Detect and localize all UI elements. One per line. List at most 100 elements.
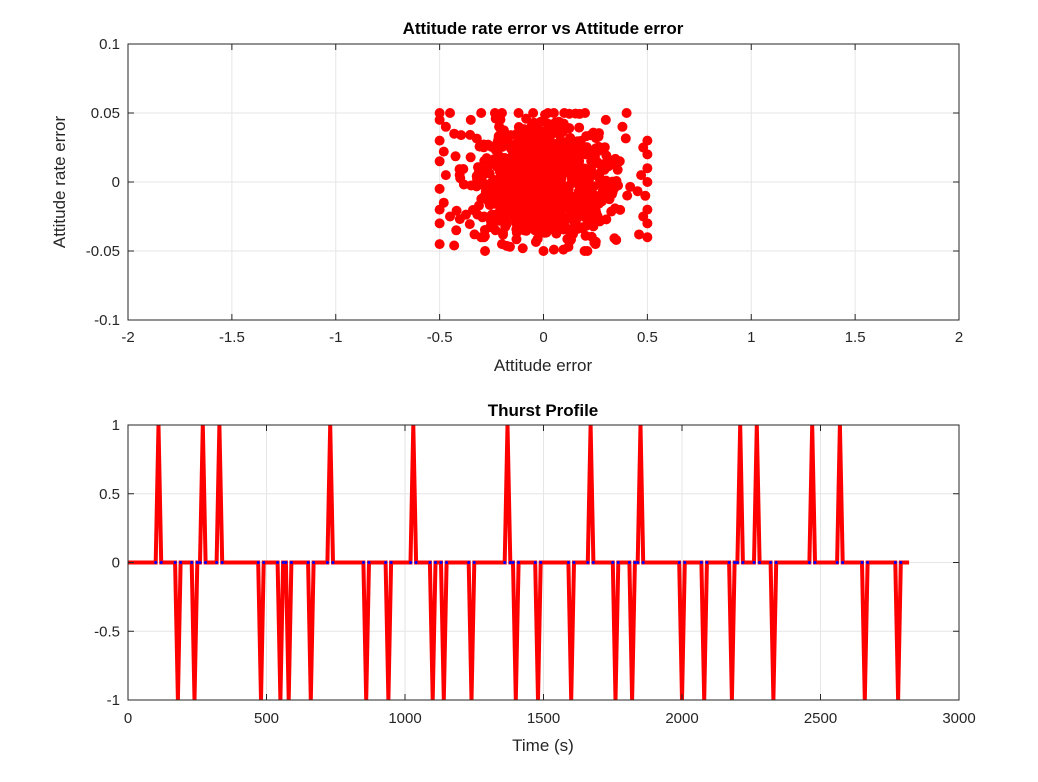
scatter-y-tick-label: 0.1 [99, 36, 120, 53]
scatter-point [570, 108, 581, 119]
scatter-point [465, 152, 476, 163]
scatter-point [530, 177, 541, 188]
scatter-point [553, 191, 564, 202]
scatter-point [582, 164, 593, 175]
thrust-sample-marker [866, 561, 870, 564]
thrust-x-tick-label: 0 [124, 710, 132, 727]
thrust-y-tick-label: 0 [112, 555, 120, 572]
scatter-point [642, 232, 653, 243]
scatter-point [451, 225, 462, 236]
scatter-y-tick-label: 0.05 [91, 105, 120, 122]
scatter-x-tick-label: -1 [329, 329, 342, 346]
scatter-point [542, 133, 553, 144]
scatter-point [573, 155, 584, 166]
scatter-point [489, 108, 500, 118]
scatter-point [472, 162, 483, 173]
scatter-y-tick-label: 0 [112, 174, 120, 191]
thrust-sample-marker [677, 561, 681, 564]
scatter-x-tick-label: 2 [955, 329, 963, 346]
thrust-sample-marker [198, 561, 202, 564]
thrust-y-tick-label: -0.5 [94, 623, 120, 640]
scatter-point [445, 108, 456, 118]
scatter-point [529, 187, 540, 198]
scatter-point [516, 161, 527, 172]
scatter-point [535, 170, 546, 181]
scatter-point [465, 129, 476, 140]
scatter-point [622, 190, 633, 201]
thrust-sample-marker [636, 561, 640, 564]
scatter-point [434, 204, 445, 215]
scatter-point [571, 136, 582, 147]
scatter-point [473, 200, 484, 211]
scatter-point [596, 175, 607, 186]
thrust-sample-marker [860, 561, 864, 564]
thrust-sample-marker [159, 561, 163, 564]
scatter-point [642, 218, 653, 229]
thrust-sample-marker [384, 561, 388, 564]
scatter-point [504, 241, 515, 252]
scatter-point [502, 169, 513, 180]
thrust-sample-marker [433, 561, 437, 564]
scatter-point [642, 163, 653, 174]
scatter-point [508, 187, 519, 198]
scatter-point [515, 177, 526, 188]
scatter-point [456, 130, 467, 141]
scatter-point [592, 211, 603, 222]
scatter-point [536, 156, 547, 167]
scatter-point [440, 121, 451, 132]
scatter-point [592, 156, 603, 167]
scatter-point [497, 227, 508, 238]
scatter-point [609, 233, 620, 244]
scatter-y-tick-label: -0.05 [86, 243, 120, 260]
scatter-point [547, 123, 558, 134]
thrust-sample-marker [508, 561, 512, 564]
scatter-point [477, 170, 488, 181]
scatter-point [440, 170, 451, 181]
scatter-point [490, 144, 501, 155]
thrust-sample-marker [220, 561, 224, 564]
scatter-title: Attitude rate error vs Attitude error [403, 19, 684, 38]
thrust-sample-marker [262, 561, 266, 564]
thrust-sample-marker [641, 561, 645, 564]
scatter-point [542, 149, 553, 160]
scatter-point [517, 243, 528, 254]
scatter-x-tick-label: 1.5 [845, 329, 866, 346]
thrust-sample-marker [281, 561, 285, 564]
scatter-point [583, 210, 594, 221]
scatter-point [610, 203, 621, 214]
thrust-sample-marker [154, 561, 158, 564]
scatter-point [434, 239, 445, 250]
scatter-point [450, 151, 461, 162]
thrust-sample-marker [627, 561, 631, 564]
thrust-sample-marker [813, 561, 817, 564]
thrust-sample-marker [533, 561, 537, 564]
thrust-sample-marker [774, 561, 778, 564]
scatter-point [640, 190, 651, 201]
thrust-x-tick-label: 2000 [665, 710, 698, 727]
thrust-sample-marker [284, 561, 288, 564]
thrust-sample-marker [331, 561, 335, 564]
thrust-sample-marker [325, 561, 329, 564]
scatter-point [438, 146, 449, 157]
scatter-point [555, 127, 566, 138]
scatter-point [526, 220, 537, 231]
scatter-point [494, 121, 505, 132]
thrust-x-tick-label: 1000 [388, 710, 421, 727]
scatter-point [469, 229, 480, 240]
scatter-point [530, 236, 541, 247]
thrust-sample-marker [367, 561, 371, 564]
thrust-sample-marker [841, 561, 845, 564]
thrust-y-tick-label: 0.5 [99, 486, 120, 503]
thrust-sample-marker [256, 561, 260, 564]
thrust-x-tick-label: 3000 [942, 710, 975, 727]
scatter-x-label: Attitude error [494, 356, 593, 375]
scatter-point [580, 149, 591, 160]
scatter-point [506, 203, 517, 214]
scatter-point [564, 224, 575, 235]
scatter-point [642, 149, 653, 160]
thrust-sample-marker [727, 561, 731, 564]
thrust-y-tick-label: 1 [112, 417, 120, 434]
thrust-sample-marker [752, 561, 756, 564]
thrust-sample-marker [306, 561, 310, 564]
scatter-point [549, 158, 560, 169]
